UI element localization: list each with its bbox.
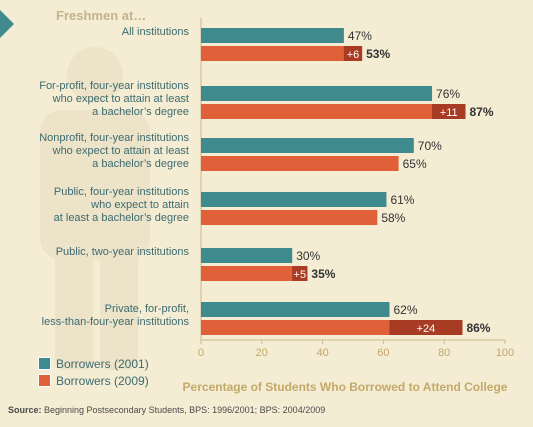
category-label: For-profit, four-year institutions who e…	[39, 80, 189, 118]
data-label-2009: 58%	[381, 211, 405, 225]
chart-heading: Freshmen at…	[56, 8, 147, 23]
x-tick-label: 100	[496, 347, 514, 359]
bar-2001	[201, 302, 390, 317]
source-note: Source: Beginning Postsecondary Students…	[8, 405, 325, 415]
data-label-2001: 30%	[296, 249, 320, 263]
x-axis-title: Percentage of Students Who Borrowed to A…	[182, 380, 508, 394]
bar-2001	[201, 28, 344, 43]
bar-2001	[201, 86, 433, 101]
source-label: Source:	[8, 405, 42, 415]
bar-2009	[201, 104, 466, 119]
x-tick-label: 20	[256, 347, 268, 359]
person-silhouette-icon	[40, 47, 150, 370]
increase-label: +5	[294, 269, 307, 281]
category-label: Private, for-profit, less-than-four-year…	[41, 302, 189, 328]
category-label: Nonprofit, four-year institutions who ex…	[39, 132, 189, 170]
bar-2009	[201, 266, 308, 281]
legend-swatch-2001	[38, 357, 51, 370]
bar-2009	[201, 46, 363, 61]
data-label-2001: 76%	[436, 87, 460, 101]
increase-label: +24	[417, 323, 436, 335]
source-text: Beginning Postsecondary Students, BPS: 1…	[41, 405, 326, 415]
data-label-2001: 62%	[393, 303, 417, 317]
x-tick-label: 60	[377, 347, 389, 359]
bar-2001	[201, 248, 293, 263]
corner-arrow-icon	[0, 10, 14, 38]
category-label: Public, four-year institutions who expec…	[53, 186, 189, 224]
increase-segment	[343, 46, 363, 61]
legend-item-2009: Borrowers (2009)	[38, 372, 149, 389]
bar-2009	[201, 156, 399, 171]
legend: Borrowers (2001) Borrowers (2009)	[38, 355, 149, 389]
legend-label-2001: Borrowers (2001)	[56, 356, 149, 371]
x-tick-label: 0	[198, 347, 204, 359]
bar-2009	[201, 210, 378, 225]
increase-segment	[292, 266, 308, 281]
x-tick-label: 80	[438, 347, 450, 359]
data-label-2001: 47%	[348, 29, 372, 43]
data-label-2009: 86%	[466, 321, 490, 335]
increase-label: +11	[440, 107, 458, 119]
data-label-2001: 61%	[390, 193, 414, 207]
legend-label-2009: Borrowers (2009)	[56, 373, 149, 388]
x-tick-label: 40	[316, 347, 328, 359]
increase-segment	[432, 104, 466, 119]
bar-2001	[201, 138, 414, 153]
increase-segment	[389, 320, 463, 335]
data-label-2009: 53%	[366, 47, 390, 61]
data-label-2009: 87%	[469, 105, 493, 119]
legend-swatch-2009	[38, 374, 51, 387]
data-label-2009: 65%	[403, 157, 427, 171]
increase-label: +6	[347, 49, 360, 61]
data-label-2009: 35%	[311, 267, 335, 281]
data-label-2001: 70%	[418, 139, 442, 153]
legend-item-2001: Borrowers (2001)	[38, 355, 149, 372]
bar-2001	[201, 192, 387, 207]
category-label: All institutions	[121, 26, 189, 38]
category-label: Public, two-year institutions	[55, 246, 189, 258]
